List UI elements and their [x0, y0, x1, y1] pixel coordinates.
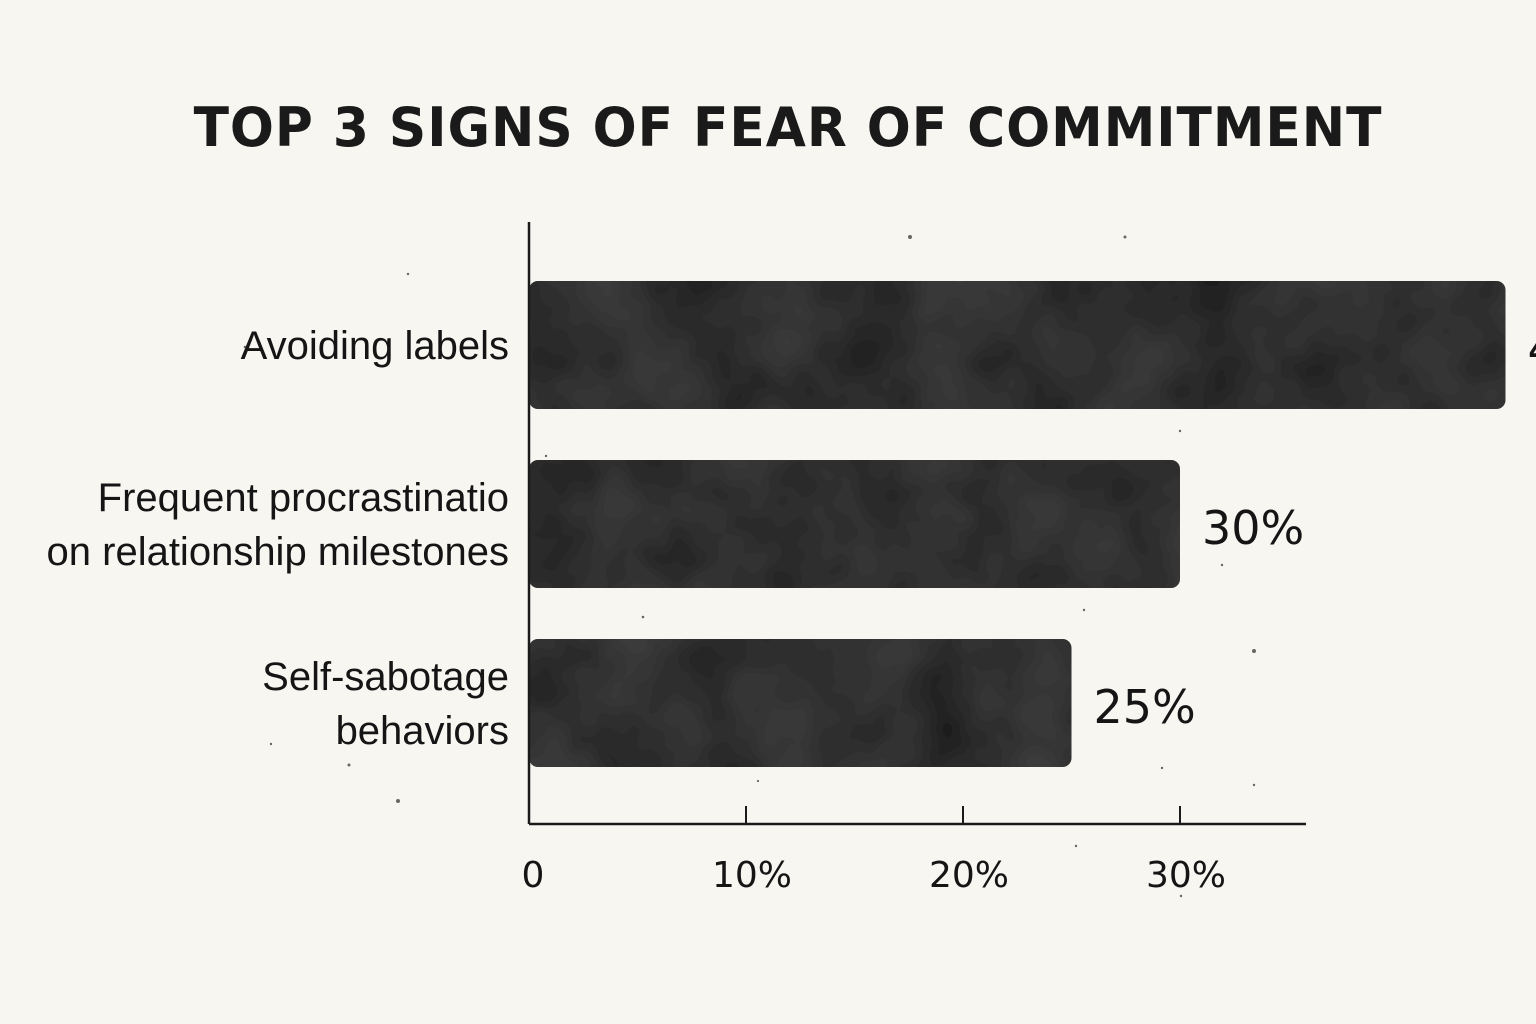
chart-title: TOP 3 SIGNS OF FEAR OF COMMITMENT [193, 96, 1383, 159]
paper-speck [1160, 766, 1164, 770]
value-label-2: 30% [1202, 501, 1304, 555]
x-tick-label-1: 0 [522, 855, 545, 896]
paper-speck [544, 454, 548, 458]
category-label-line: behaviors [336, 709, 509, 753]
value-label-1: 45% [1528, 322, 1536, 376]
paper-speck [269, 742, 273, 746]
category-label-1: Avoiding labels [241, 324, 509, 368]
bar-3 [529, 639, 1072, 767]
category-label-line: Frequent procrastinatio [98, 476, 509, 520]
paper-speck [641, 615, 645, 619]
category-label-line: on relationship milestones [47, 530, 509, 574]
bar-1 [529, 281, 1506, 409]
paper-speck [1252, 649, 1256, 653]
paper-speck [1178, 429, 1182, 433]
paper-speck [908, 235, 912, 239]
category-label-2: Frequent procrastinatio on relationship m… [47, 476, 509, 574]
paper-speck [1252, 783, 1256, 787]
paper-speck [406, 272, 410, 276]
paper-speck [756, 779, 760, 783]
paper-speck [1220, 563, 1224, 567]
paper-speck [1074, 844, 1078, 848]
x-tick-label-3: 20% [929, 855, 1009, 896]
paper-speck [243, 345, 247, 349]
paper-speck [1082, 608, 1086, 612]
x-tick-label-4: 30% [1146, 855, 1226, 896]
category-label-3: Self-sabotage behaviors [262, 655, 509, 753]
x-tick-label-2: 10% [712, 855, 792, 896]
value-label-3: 25% [1094, 680, 1196, 734]
category-label-line: Avoiding labels [241, 324, 509, 368]
paper-speck [347, 763, 351, 767]
paper-speck [1179, 894, 1183, 898]
paper-speck [1123, 235, 1127, 239]
category-label-line: Self-sabotage [262, 655, 509, 699]
paper-speck [396, 799, 400, 803]
bar-2 [529, 460, 1180, 588]
paper-speck [1166, 461, 1170, 465]
paper-specks [243, 235, 1256, 898]
